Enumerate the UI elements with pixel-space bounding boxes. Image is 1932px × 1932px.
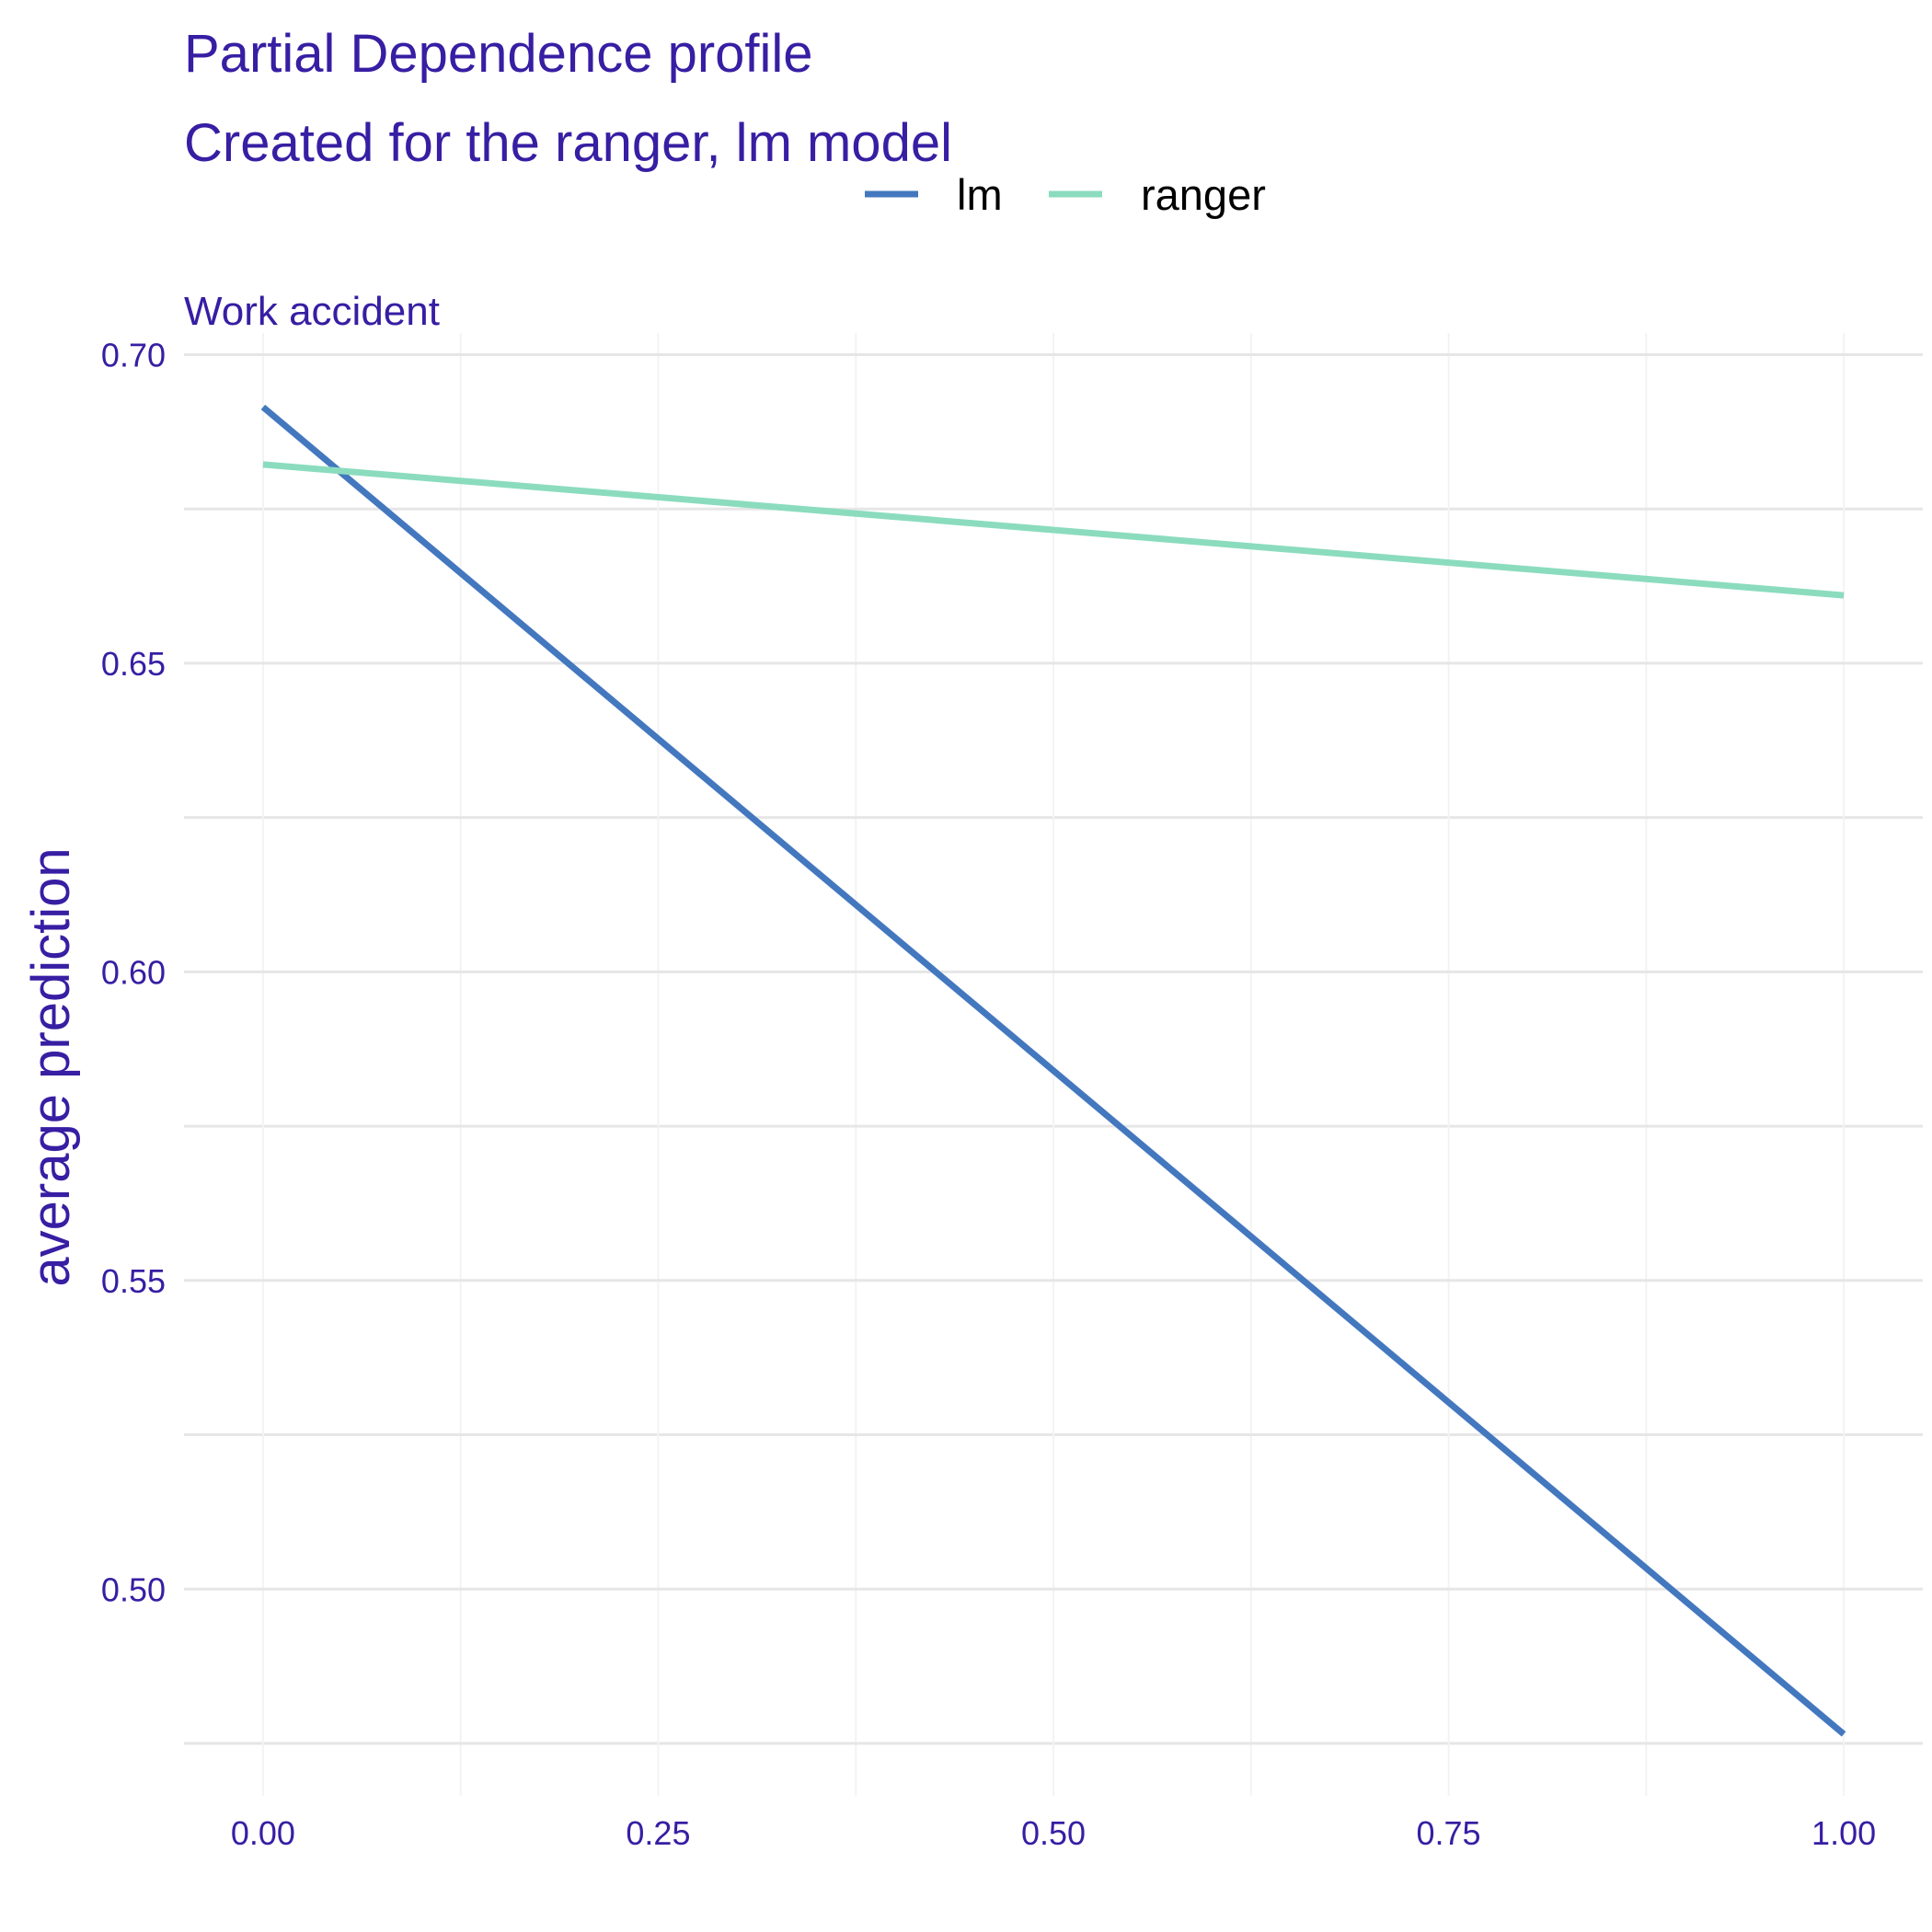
y-tick-label: 0.55 (101, 1262, 166, 1300)
y-tick-label: 0.50 (101, 1570, 166, 1608)
x-tick-label: 1.00 (1811, 1814, 1876, 1852)
series-line-lm (260, 404, 1846, 1737)
axis-tick-labels: 0.00 0.25 0.50 0.75 1.00 0.50 0.55 0.60 0.65 0.70 (101, 336, 1876, 1852)
legend-label-ranger: ranger (1141, 170, 1266, 219)
x-tick-label: 0.50 (1021, 1814, 1086, 1852)
series-line-ranger (262, 461, 1845, 599)
facet-label: Work accident (184, 289, 440, 334)
grid-lines (184, 333, 1923, 1796)
x-tick-label: 0.25 (626, 1814, 690, 1852)
chart-title: Partial Dependence profile (184, 24, 813, 84)
y-axis-label: average prediction (21, 847, 81, 1286)
x-tick-label: 0.75 (1417, 1814, 1481, 1852)
series-lines (260, 404, 1846, 1737)
y-tick-label: 0.70 (101, 336, 166, 374)
chart-subtitle: Created for the ranger, lm model (184, 113, 952, 173)
legend-label-lm: lm (957, 170, 1003, 219)
y-tick-label: 0.65 (101, 645, 166, 683)
x-tick-label: 0.00 (231, 1814, 295, 1852)
y-tick-label: 0.60 (101, 953, 166, 991)
legend: lm ranger (865, 170, 1266, 219)
